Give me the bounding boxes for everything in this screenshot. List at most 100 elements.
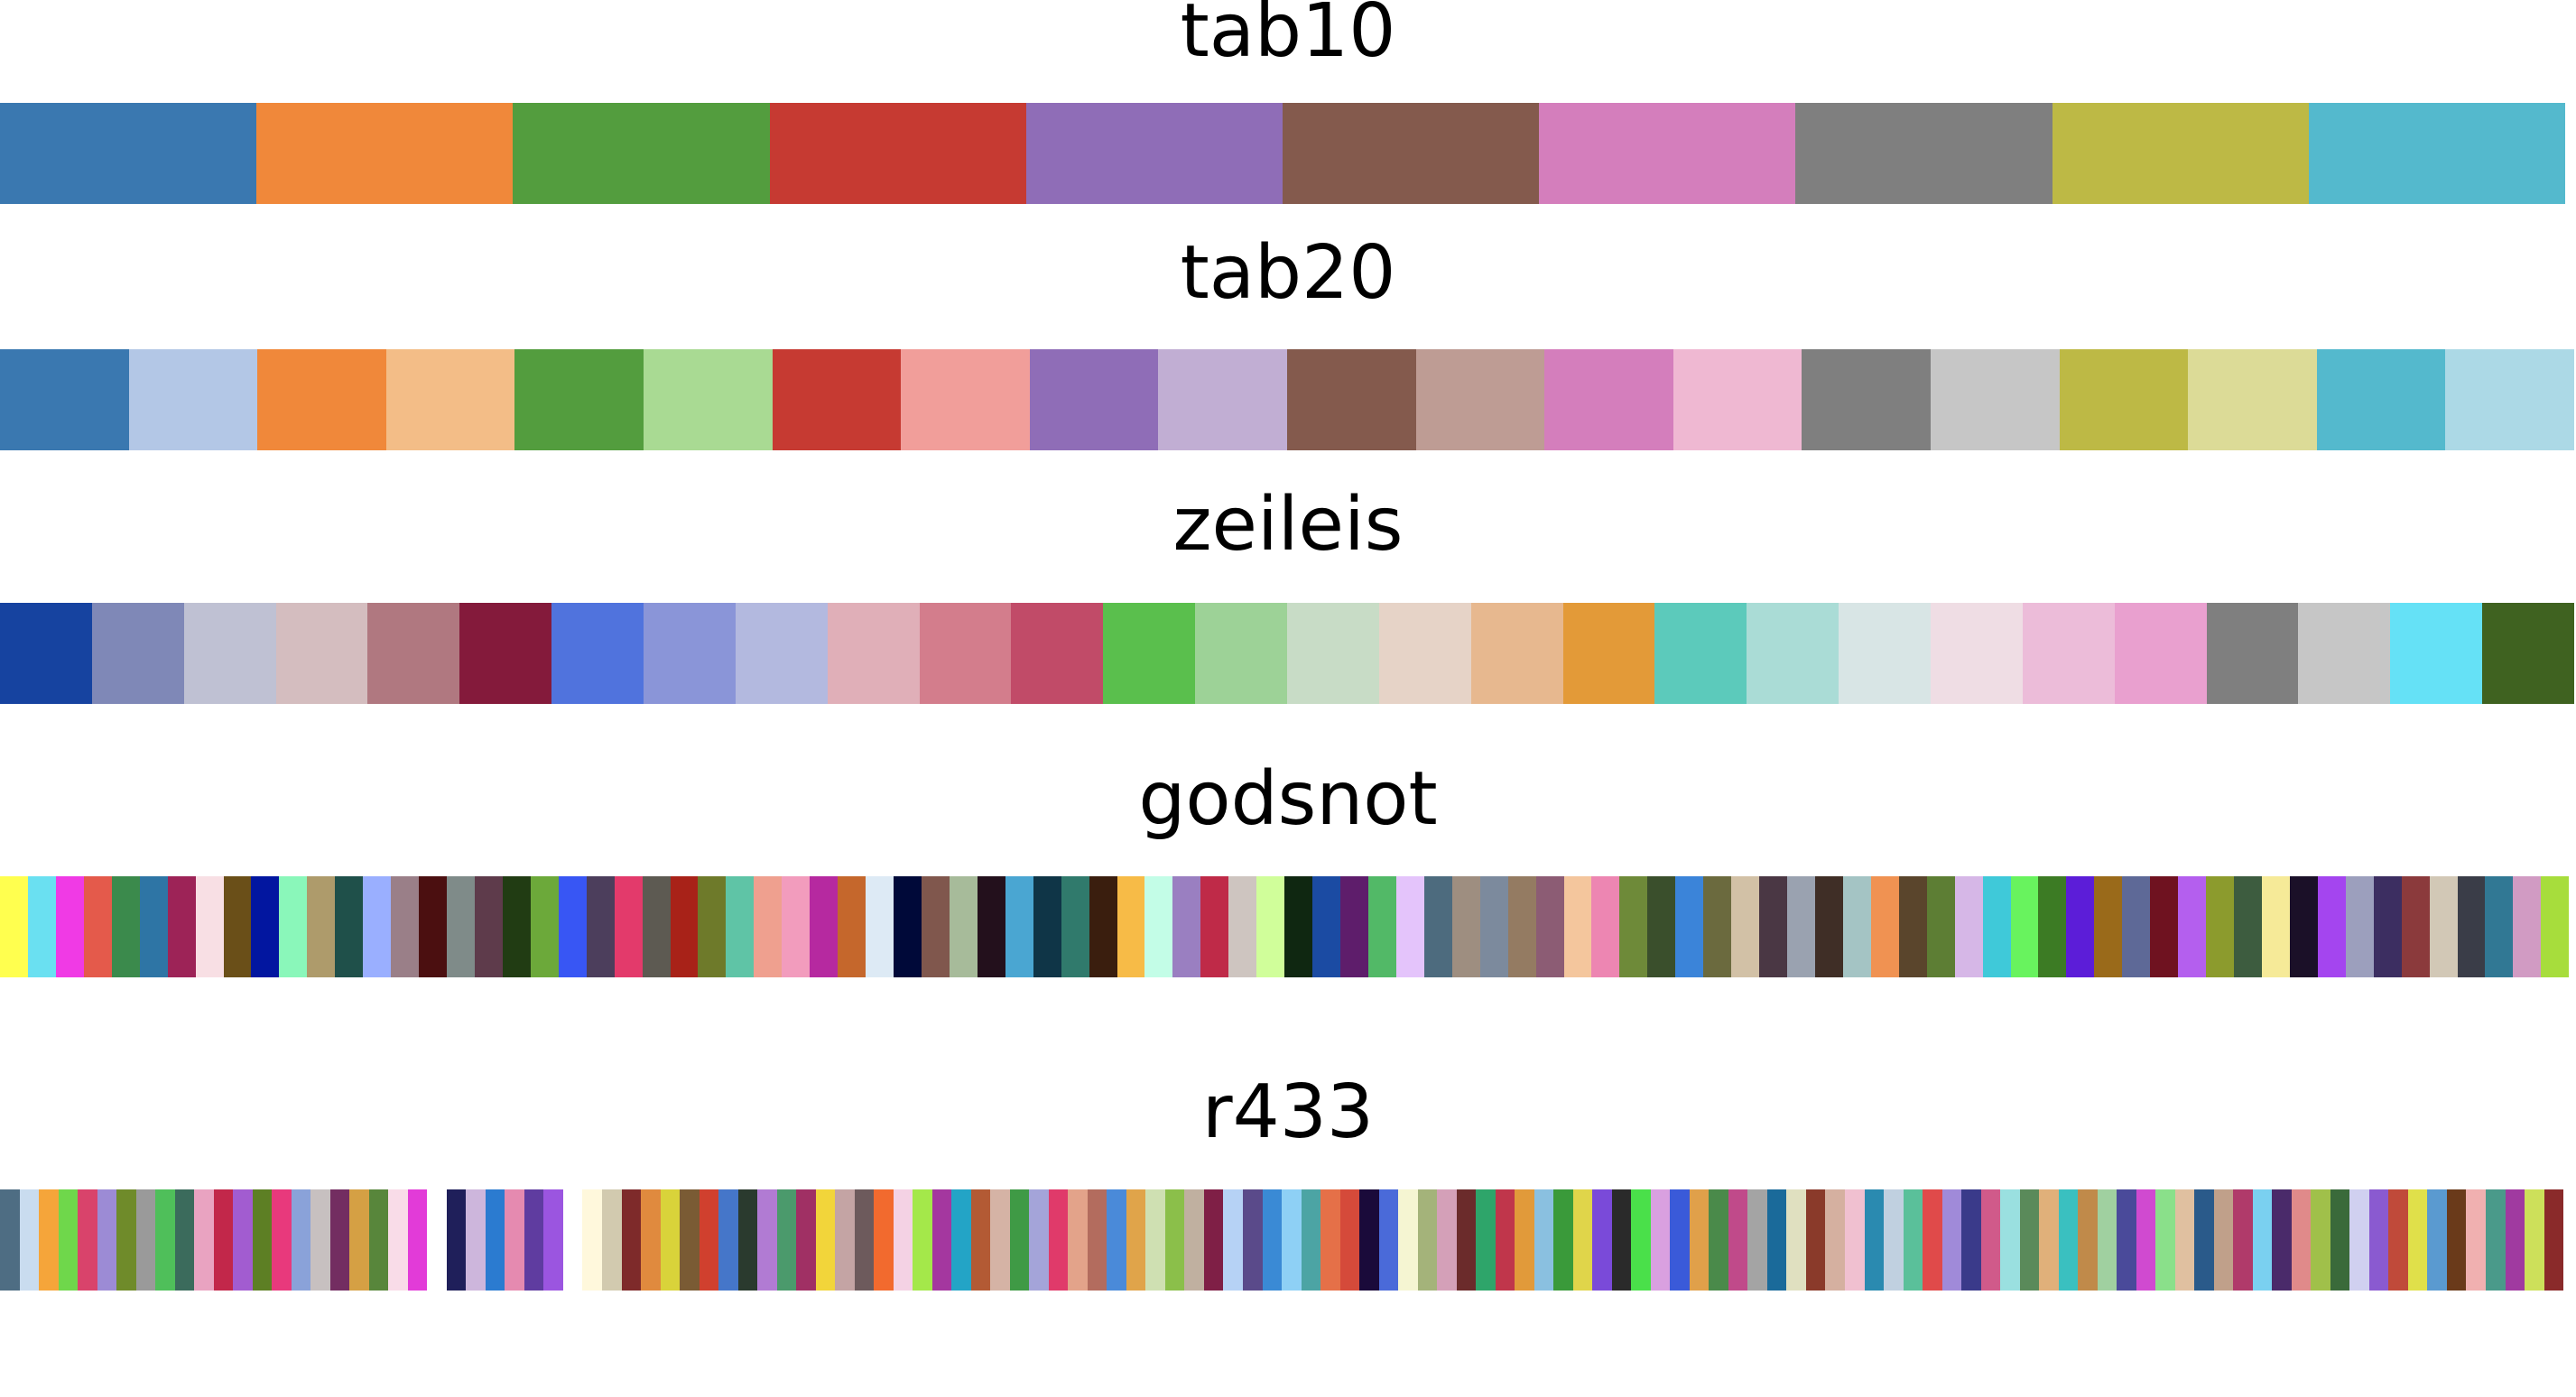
swatch-r433-99	[1923, 1189, 1942, 1291]
swatch-tab10-5	[1283, 103, 1540, 204]
swatch-godsnot-76	[2122, 876, 2151, 977]
swatch-r433-104	[2019, 1189, 2040, 1291]
swatch-r433-75	[1456, 1189, 1477, 1291]
swatch-r433-40	[776, 1189, 797, 1291]
swatch-r433-53	[1029, 1189, 1049, 1291]
palette-title-godsnot: godsnot	[1138, 756, 1438, 842]
swatch-tab20-11	[1415, 349, 1545, 450]
swatch-r433-46	[893, 1189, 913, 1291]
swatch-r433-128	[2486, 1189, 2506, 1291]
swatch-tab10-6	[1539, 103, 1796, 204]
swatch-r433-89	[1728, 1189, 1748, 1291]
swatch-r433-96	[1864, 1189, 1885, 1291]
swatch-tab10-1	[256, 103, 514, 204]
swatch-zeileis-7	[644, 603, 736, 704]
swatch-tab20-4	[514, 349, 644, 450]
swatch-godsnot-43	[1200, 876, 1229, 977]
swatch-godsnot-38	[1061, 876, 1089, 977]
swatch-r433-51	[990, 1189, 1010, 1291]
swatch-tab20-12	[1544, 349, 1673, 450]
swatch-godsnot-5	[139, 876, 168, 977]
swatch-r433-52	[1009, 1189, 1030, 1291]
swatch-godsnot-78	[2178, 876, 2207, 977]
swatch-r433-63	[1223, 1189, 1243, 1291]
swatch-r433-66	[1282, 1189, 1302, 1291]
swatch-r433-5	[97, 1189, 117, 1291]
swatch-tab10-3	[769, 103, 1026, 204]
swatch-godsnot-1	[27, 876, 56, 977]
swatch-r433-97	[1884, 1189, 1904, 1291]
swatch-godsnot-87	[2429, 876, 2458, 977]
swatch-godsnot-40	[1117, 876, 1145, 977]
palette-title-tab20: tab20	[1180, 230, 1396, 316]
swatch-r433-112	[2174, 1189, 2195, 1291]
swatch-godsnot-19	[530, 876, 559, 977]
swatch-r433-37	[718, 1189, 738, 1291]
swatch-godsnot-89	[2485, 876, 2514, 977]
swatch-r433-71	[1378, 1189, 1399, 1291]
swatch-r433-73	[1417, 1189, 1438, 1291]
swatch-zeileis-15	[1378, 603, 1471, 704]
swatch-r433-60	[1164, 1189, 1185, 1291]
swatch-tab20-13	[1673, 349, 1802, 450]
swatch-r433-18	[349, 1189, 369, 1291]
swatch-tab10-9	[2308, 103, 2566, 204]
swatch-r433-120	[2330, 1189, 2350, 1291]
swatch-r433-78	[1515, 1189, 1534, 1291]
swatch-tab10-8	[2052, 103, 2309, 204]
swatch-godsnot-71	[1982, 876, 2011, 977]
swatch-r433-121	[2349, 1189, 2369, 1291]
swatch-r433-130	[2525, 1189, 2544, 1291]
swatch-tab10-0	[0, 103, 257, 204]
swatch-zeileis-3	[275, 603, 368, 704]
swatch-godsnot-74	[2066, 876, 2095, 977]
swatch-godsnot-10	[279, 876, 308, 977]
swatch-r433-90	[1747, 1189, 1767, 1291]
swatch-zeileis-0	[0, 603, 92, 704]
swatch-zeileis-16	[1470, 603, 1563, 704]
swatch-godsnot-26	[726, 876, 755, 977]
swatch-godsnot-52	[1451, 876, 1480, 977]
swatch-godsnot-0	[0, 876, 28, 977]
swatch-godsnot-30	[838, 876, 866, 977]
swatch-zeileis-24	[2206, 603, 2299, 704]
swatch-godsnot-51	[1423, 876, 1452, 977]
swatch-godsnot-17	[474, 876, 503, 977]
swatch-r433-32	[621, 1189, 642, 1291]
swatch-r433-17	[329, 1189, 350, 1291]
swatch-godsnot-27	[754, 876, 783, 977]
swatch-zeileis-13	[1195, 603, 1288, 704]
swatch-tab10-7	[1795, 103, 2052, 204]
swatch-r433-57	[1107, 1189, 1126, 1291]
swatch-r433-27	[524, 1189, 544, 1291]
swatch-godsnot-29	[810, 876, 839, 977]
palette-strip-tab20	[0, 349, 2574, 450]
swatch-zeileis-5	[459, 603, 552, 704]
swatch-godsnot-9	[251, 876, 280, 977]
swatch-godsnot-73	[2038, 876, 2067, 977]
swatch-r433-79	[1534, 1189, 1554, 1291]
swatch-godsnot-11	[307, 876, 336, 977]
swatch-r433-26	[505, 1189, 524, 1291]
swatch-godsnot-49	[1367, 876, 1396, 977]
swatch-godsnot-56	[1563, 876, 1592, 977]
swatch-godsnot-24	[670, 876, 699, 977]
swatch-r433-35	[680, 1189, 700, 1291]
swatch-godsnot-61	[1703, 876, 1732, 977]
swatch-zeileis-6	[551, 603, 644, 704]
swatch-godsnot-14	[391, 876, 420, 977]
swatch-r433-94	[1825, 1189, 1845, 1291]
swatch-r433-8	[155, 1189, 175, 1291]
swatch-r433-16	[310, 1189, 330, 1291]
swatch-godsnot-36	[1005, 876, 1033, 977]
swatch-r433-127	[2466, 1189, 2486, 1291]
palette-strip-godsnot	[0, 876, 2570, 977]
swatch-r433-67	[1301, 1189, 1321, 1291]
swatch-r433-91	[1766, 1189, 1787, 1291]
swatch-tab20-9	[1158, 349, 1287, 450]
swatch-r433-86	[1670, 1189, 1690, 1291]
swatch-godsnot-55	[1535, 876, 1564, 977]
swatch-r433-6	[116, 1189, 136, 1291]
swatch-godsnot-91	[2541, 876, 2570, 977]
swatch-zeileis-11	[1011, 603, 1104, 704]
